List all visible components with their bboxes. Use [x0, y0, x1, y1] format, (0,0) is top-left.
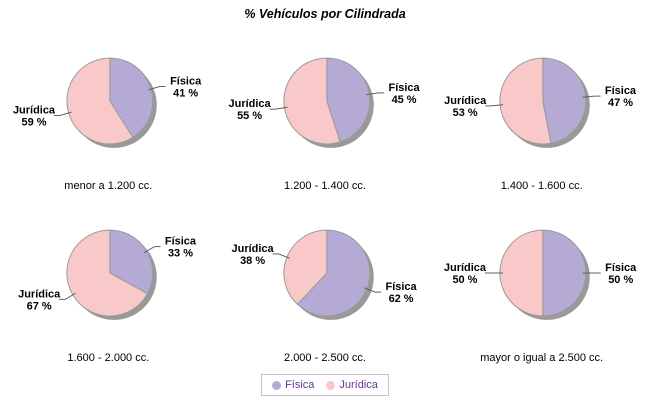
- slice-label-name-jurídica: Jurídica: [444, 262, 487, 274]
- pie-panel-3: Física 47 % Jurídica 53 % 1.400 - 1.600 cc.: [433, 28, 650, 200]
- slice-label-value-física: 50 %: [609, 274, 634, 286]
- pie-caption-1: menor a 1.200 cc.: [64, 180, 153, 192]
- leader-line-física: [582, 95, 601, 98]
- slice-label-value-física: 62 %: [388, 293, 413, 305]
- legend-item-fisica: Física: [272, 379, 314, 391]
- slice-label-name-física: Física: [165, 236, 197, 248]
- slice-label-value-física: 45 %: [391, 94, 416, 106]
- pie-panel-4: Física 33 % Jurídica 67 % 1.600 - 2.000 cc.: [0, 200, 217, 372]
- legend: Física Jurídica: [261, 374, 389, 396]
- slice-label-name-física: Física: [385, 281, 417, 293]
- pie-grid: Física 41 % Jurídica 59 % menor a 1.200 cc.…: [0, 28, 650, 372]
- pie-caption-3: 1.400 - 1.600 cc.: [500, 180, 583, 192]
- slice-label-value-física: 33 %: [168, 248, 193, 260]
- leader-line-jurídica: [59, 292, 76, 300]
- slice-label-name-física: Física: [170, 76, 202, 88]
- slice-label-name-jurídica: Jurídica: [13, 104, 56, 116]
- legend-item-juridica: Jurídica: [326, 379, 378, 391]
- pie-caption-2: 1.200 - 1.400 cc.: [284, 180, 366, 192]
- chart-title: % Vehículos por Cilindrada: [244, 7, 406, 21]
- slice-label-name-jurídica: Jurídica: [231, 243, 274, 255]
- pie-caption-4: 1.600 - 2.000 cc.: [67, 352, 150, 364]
- slice-label-value-jurídica: 59 %: [21, 116, 46, 128]
- pie-panel-5: Física 62 % Jurídica 38 % 2.000 - 2.500 cc.: [217, 200, 434, 372]
- leader-line-jurídica: [272, 253, 290, 259]
- legend-row: Física Jurídica: [0, 374, 650, 400]
- leader-line-física: [143, 246, 161, 254]
- legend-swatch-fisica-icon: [272, 380, 282, 390]
- slice-label-name-física: Física: [605, 85, 637, 97]
- slice-label-value-física: 41 %: [173, 87, 198, 99]
- slice-label-value-jurídica: 53 %: [453, 107, 478, 119]
- leader-line-jurídica: [53, 111, 72, 116]
- pie-caption-5: 2.000 - 2.500 cc.: [284, 352, 366, 364]
- leader-line-física: [363, 287, 381, 293]
- pie-panel-1: Física 41 % Jurídica 59 % menor a 1.200 cc.: [0, 28, 217, 200]
- slice-label-value-jurídica: 50 %: [453, 274, 478, 286]
- slice-label-value-física: 47 %: [608, 97, 633, 109]
- slice-label-value-jurídica: 67 %: [27, 300, 52, 312]
- pie-caption-6: mayor o igual a 2.500 cc.: [480, 352, 604, 364]
- pie-slice-jurídica: [499, 229, 544, 317]
- leader-line-jurídica: [485, 104, 504, 107]
- slice-label-value-jurídica: 38 %: [240, 255, 265, 267]
- legend-swatch-juridica-icon: [326, 380, 336, 390]
- pie-panel-6: Física 50 % Jurídica 50 % mayor o igual a 2…: [433, 200, 650, 372]
- legend-label-fisica: Física: [285, 379, 315, 391]
- slice-label-name-jurídica: Jurídica: [444, 95, 487, 107]
- slice-label-value-jurídica: 55 %: [237, 110, 262, 122]
- slice-label-name-física: Física: [605, 262, 637, 274]
- pie-slice-jurídica: [499, 57, 552, 145]
- leader-line-física: [148, 86, 166, 91]
- leader-line-jurídica: [269, 106, 288, 110]
- slice-label-name-jurídica: Jurídica: [228, 98, 271, 110]
- leader-line-física: [365, 92, 384, 96]
- legend-label-juridica: Jurídica: [339, 379, 378, 391]
- pie-panel-2: Física 45 % Jurídica 55 % 1.200 - 1.400 cc.: [217, 28, 434, 200]
- slice-label-name-jurídica: Jurídica: [18, 288, 61, 300]
- slice-label-name-física: Física: [388, 82, 420, 94]
